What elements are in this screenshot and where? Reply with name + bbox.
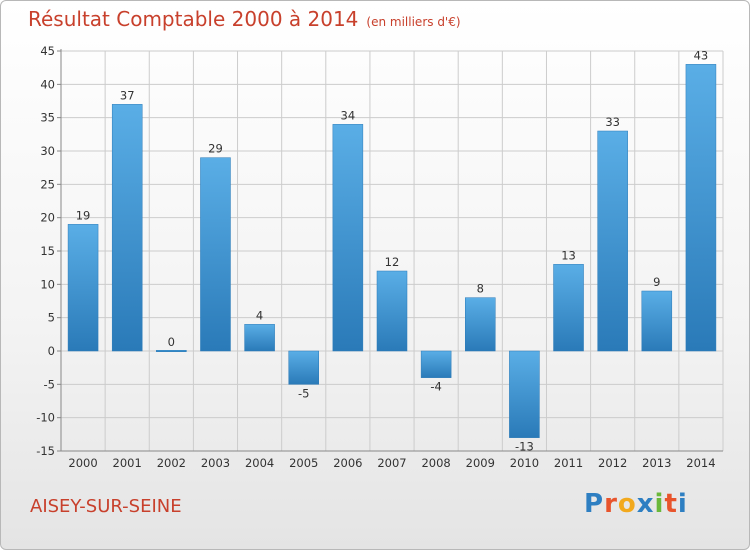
data-label: 43	[694, 48, 709, 62]
x-tick-label: 2005	[289, 456, 318, 470]
data-label: 4	[256, 308, 263, 322]
data-label: 33	[605, 115, 620, 129]
x-tick-label: 2007	[377, 456, 406, 470]
data-label: -13	[515, 440, 534, 454]
logo-letter: i	[654, 489, 665, 519]
chart-title-block: Résultat Comptable 2000 à 2014 (en millie…	[28, 7, 461, 31]
bar	[67, 224, 99, 352]
logo-letter: t	[664, 489, 678, 519]
bar	[465, 297, 496, 352]
x-tick-label: 2000	[68, 456, 97, 470]
x-tick-label: 2011	[554, 456, 583, 470]
y-tick-label: 15	[40, 244, 55, 258]
x-tick-label: 2008	[421, 456, 450, 470]
data-label: 13	[561, 248, 576, 262]
x-tick-label: 2014	[686, 456, 715, 470]
bar	[288, 350, 319, 385]
data-label: 9	[653, 275, 660, 289]
bar	[244, 324, 275, 352]
bar	[553, 264, 584, 352]
bar	[200, 157, 231, 352]
data-label: 37	[120, 88, 135, 102]
x-tick-label: 2002	[157, 456, 186, 470]
bar	[509, 350, 540, 438]
x-tick-label: 2012	[598, 456, 627, 470]
y-tick-label: 40	[40, 77, 55, 91]
commune-name: AISEY-SUR-SEINE	[30, 496, 182, 517]
logo-letter: r	[604, 489, 618, 519]
y-tick-label: 5	[48, 311, 55, 325]
y-tick-label: 35	[40, 111, 55, 125]
data-label: -5	[298, 386, 309, 400]
bar	[685, 64, 717, 352]
bar	[111, 104, 143, 352]
bars	[67, 64, 717, 438]
x-tick-label: 2010	[510, 456, 539, 470]
y-tick-label: -10	[36, 411, 55, 425]
proxiti-logo: Proxiti	[584, 489, 688, 519]
y-tick-label: 25	[40, 177, 55, 191]
y-tick-label: 20	[40, 211, 55, 225]
bar	[376, 270, 408, 352]
logo-letter: x	[636, 489, 655, 519]
data-labels: 19 37 0 29 4 -5 34 12 -4 8 -13 13 33 9 43	[76, 48, 709, 453]
bar	[332, 124, 364, 352]
logo-letter: P	[584, 489, 605, 519]
y-tick-label: 30	[40, 144, 55, 158]
x-tick-label: 2001	[113, 456, 142, 470]
chart-unit: (en milliers d'€)	[366, 15, 461, 29]
data-label: 34	[341, 108, 356, 122]
x-tick-label: 2009	[466, 456, 495, 470]
bar	[420, 350, 452, 378]
y-tick-label: -5	[44, 377, 55, 391]
data-label: 29	[208, 142, 223, 156]
logo-letter: i	[677, 489, 688, 519]
bar	[156, 350, 187, 352]
bar	[597, 130, 628, 352]
x-tick-label: 2013	[642, 456, 671, 470]
chart-title: Résultat Comptable 2000 à 2014	[28, 7, 359, 31]
data-label: 8	[477, 282, 484, 296]
data-label: 0	[168, 335, 175, 349]
logo-letter: o	[617, 489, 637, 519]
data-label: 19	[76, 208, 91, 222]
bar	[641, 290, 673, 352]
data-label: -4	[430, 380, 441, 394]
y-tick-label: -15	[36, 444, 55, 458]
y-tick-label: 45	[40, 44, 55, 58]
y-tick-label: 10	[40, 277, 55, 291]
x-tick-label: 2006	[333, 456, 362, 470]
data-label: 12	[385, 255, 400, 269]
y-tick-label: 0	[48, 344, 55, 358]
x-tick-label: 2004	[245, 456, 274, 470]
x-tick-label: 2003	[201, 456, 230, 470]
